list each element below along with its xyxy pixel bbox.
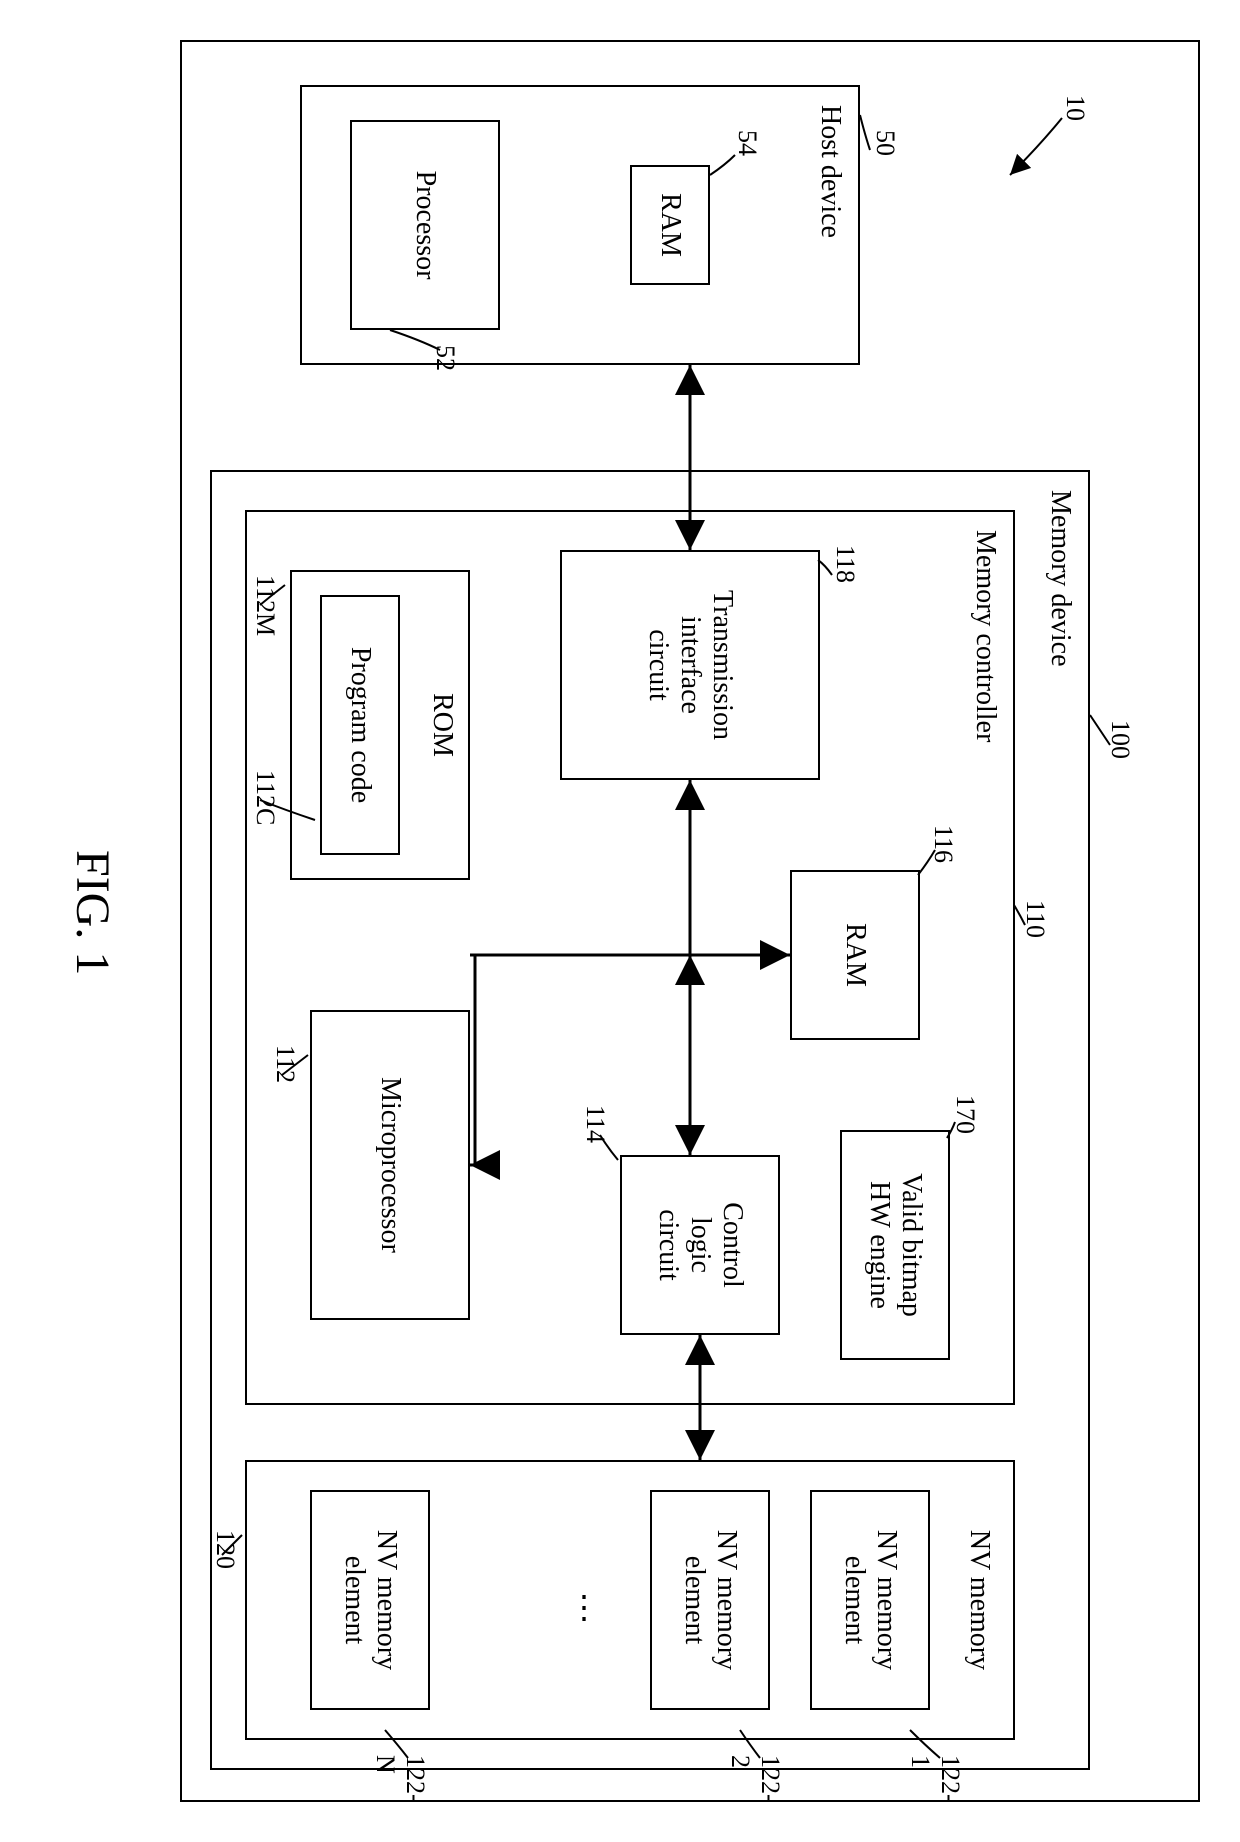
nv-element-2-label: NV memory element — [678, 1530, 742, 1670]
controller-ram-ref: 116 — [928, 825, 958, 863]
tx-interface-box: Transmission interface circuit — [560, 550, 820, 780]
program-code-ref: 112C — [250, 770, 280, 825]
nv-element-2-ref: 122-2 — [725, 1755, 785, 1803]
host-ram-ref: 54 — [732, 130, 762, 156]
tx-interface-ref: 118 — [830, 545, 860, 583]
microprocessor-label: Microprocessor — [374, 1077, 406, 1253]
microprocessor-ref: 112 — [270, 1045, 300, 1083]
control-logic-ref: 114 — [580, 1105, 610, 1143]
host-processor-ref: 52 — [430, 345, 460, 371]
memory-device-ref: 100 — [1105, 720, 1135, 759]
nv-element-1-label: NV memory element — [838, 1530, 902, 1670]
program-code-label: Program code — [344, 647, 376, 803]
memory-controller-ref: 110 — [1020, 900, 1050, 938]
nv-element-1-box: NV memory element — [810, 1490, 930, 1710]
figure-caption: FIG. 1 — [65, 850, 120, 975]
controller-ram-label: RAM — [839, 923, 871, 987]
host-processor-box: Processor — [350, 120, 500, 330]
rom-ref: 112M — [250, 575, 280, 636]
control-logic-label: Control logic circuit — [652, 1202, 748, 1288]
host-ram-box: RAM — [630, 165, 710, 285]
nv-element-n-box: NV memory element — [310, 1490, 430, 1710]
valid-bitmap-label: Valid bitmap HW engine — [863, 1173, 927, 1317]
nv-element-2-box: NV memory element — [650, 1490, 770, 1710]
program-code-box: Program code — [320, 595, 400, 855]
nv-element-1-ref: 122-1 — [905, 1755, 965, 1803]
tx-interface-label: Transmission interface circuit — [642, 590, 738, 740]
valid-bitmap-ref: 170 — [950, 1095, 980, 1134]
nv-memory-title: NV memory — [963, 1462, 995, 1738]
memory-device-title: Memory device — [1044, 490, 1076, 667]
controller-ram-box: RAM — [790, 870, 920, 1040]
microprocessor-box: Microprocessor — [310, 1010, 470, 1320]
host-ram-label: RAM — [654, 193, 686, 257]
host-processor-label: Processor — [409, 171, 441, 280]
system-ref: 10 — [1060, 95, 1090, 121]
valid-bitmap-box: Valid bitmap HW engine — [840, 1130, 950, 1360]
nv-vdots: ⋮ — [568, 1590, 600, 1628]
memory-controller-title: Memory controller — [969, 530, 1001, 742]
nv-element-n-ref: 122-N — [370, 1755, 430, 1803]
rom-label: ROM — [426, 572, 458, 878]
nv-memory-ref: 120 — [210, 1530, 240, 1569]
host-ref: 50 — [870, 130, 900, 156]
control-logic-box: Control logic circuit — [620, 1155, 780, 1335]
nv-element-n-label: NV memory element — [338, 1530, 402, 1670]
host-title: Host device — [814, 105, 846, 238]
diagram-canvas: Host device 50 RAM 54 Processor 52 10 Me… — [0, 0, 1240, 1240]
